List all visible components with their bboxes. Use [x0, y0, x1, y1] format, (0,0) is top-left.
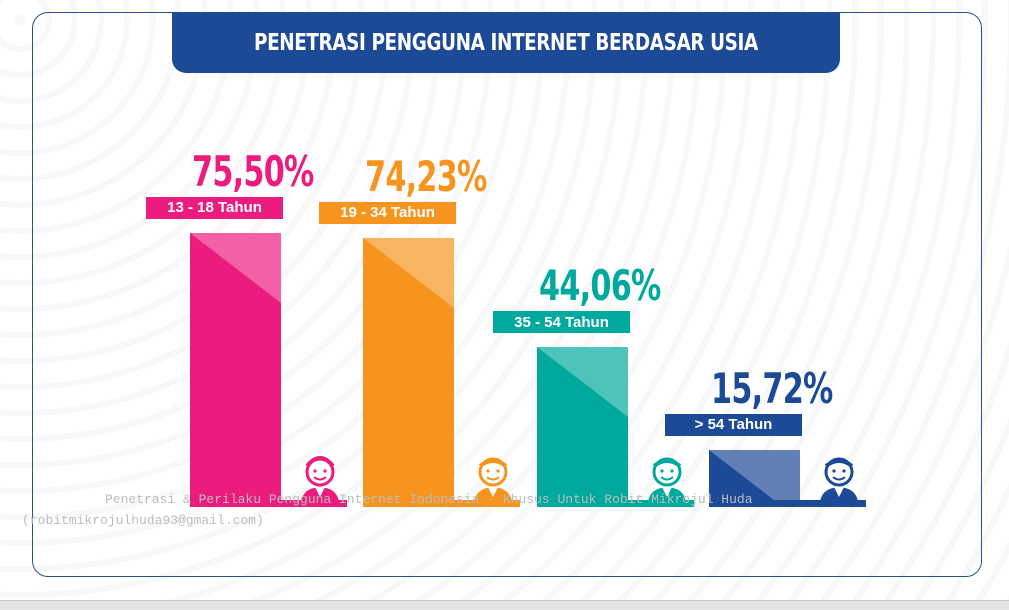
- category-label: 35 - 54 Tahun: [493, 311, 630, 334]
- teen-person-icon: [295, 452, 345, 502]
- value-label: 74,23%: [365, 151, 487, 201]
- value-label: 75,50%: [192, 146, 314, 196]
- bar-base-2: [537, 500, 694, 507]
- bar-base-3: [709, 500, 866, 507]
- value-label: 44,06%: [539, 261, 661, 311]
- bar-1: [363, 237, 454, 507]
- category-label: 13 - 18 Tahun: [146, 196, 283, 219]
- elder-person-icon: [814, 452, 864, 502]
- bar-2: [537, 347, 628, 507]
- chart-title: PENETRASI PENGGUNA INTERNET BERDASAR USI…: [172, 12, 840, 73]
- watermark-line1: Penetrasi & Perilaku Pengguna Internet I…: [105, 492, 753, 507]
- bar-base-0: [190, 500, 347, 507]
- young-adult-person-icon: [468, 452, 518, 502]
- bar-0: [190, 232, 281, 507]
- bar-3: [709, 449, 800, 507]
- category-label: > 54 Tahun: [665, 413, 802, 436]
- chart-title-text: PENETRASI PENGGUNA INTERNET BERDASAR USI…: [254, 29, 758, 56]
- bar-base-1: [363, 500, 520, 507]
- bottom-scroll-strip[interactable]: [0, 600, 1009, 610]
- adult-person-icon: [642, 452, 692, 502]
- category-label: 19 - 34 Tahun: [319, 201, 456, 224]
- watermark-line2: (robitmikrojulhuda93@gmail.com): [22, 513, 264, 528]
- value-label: 15,72%: [711, 363, 833, 413]
